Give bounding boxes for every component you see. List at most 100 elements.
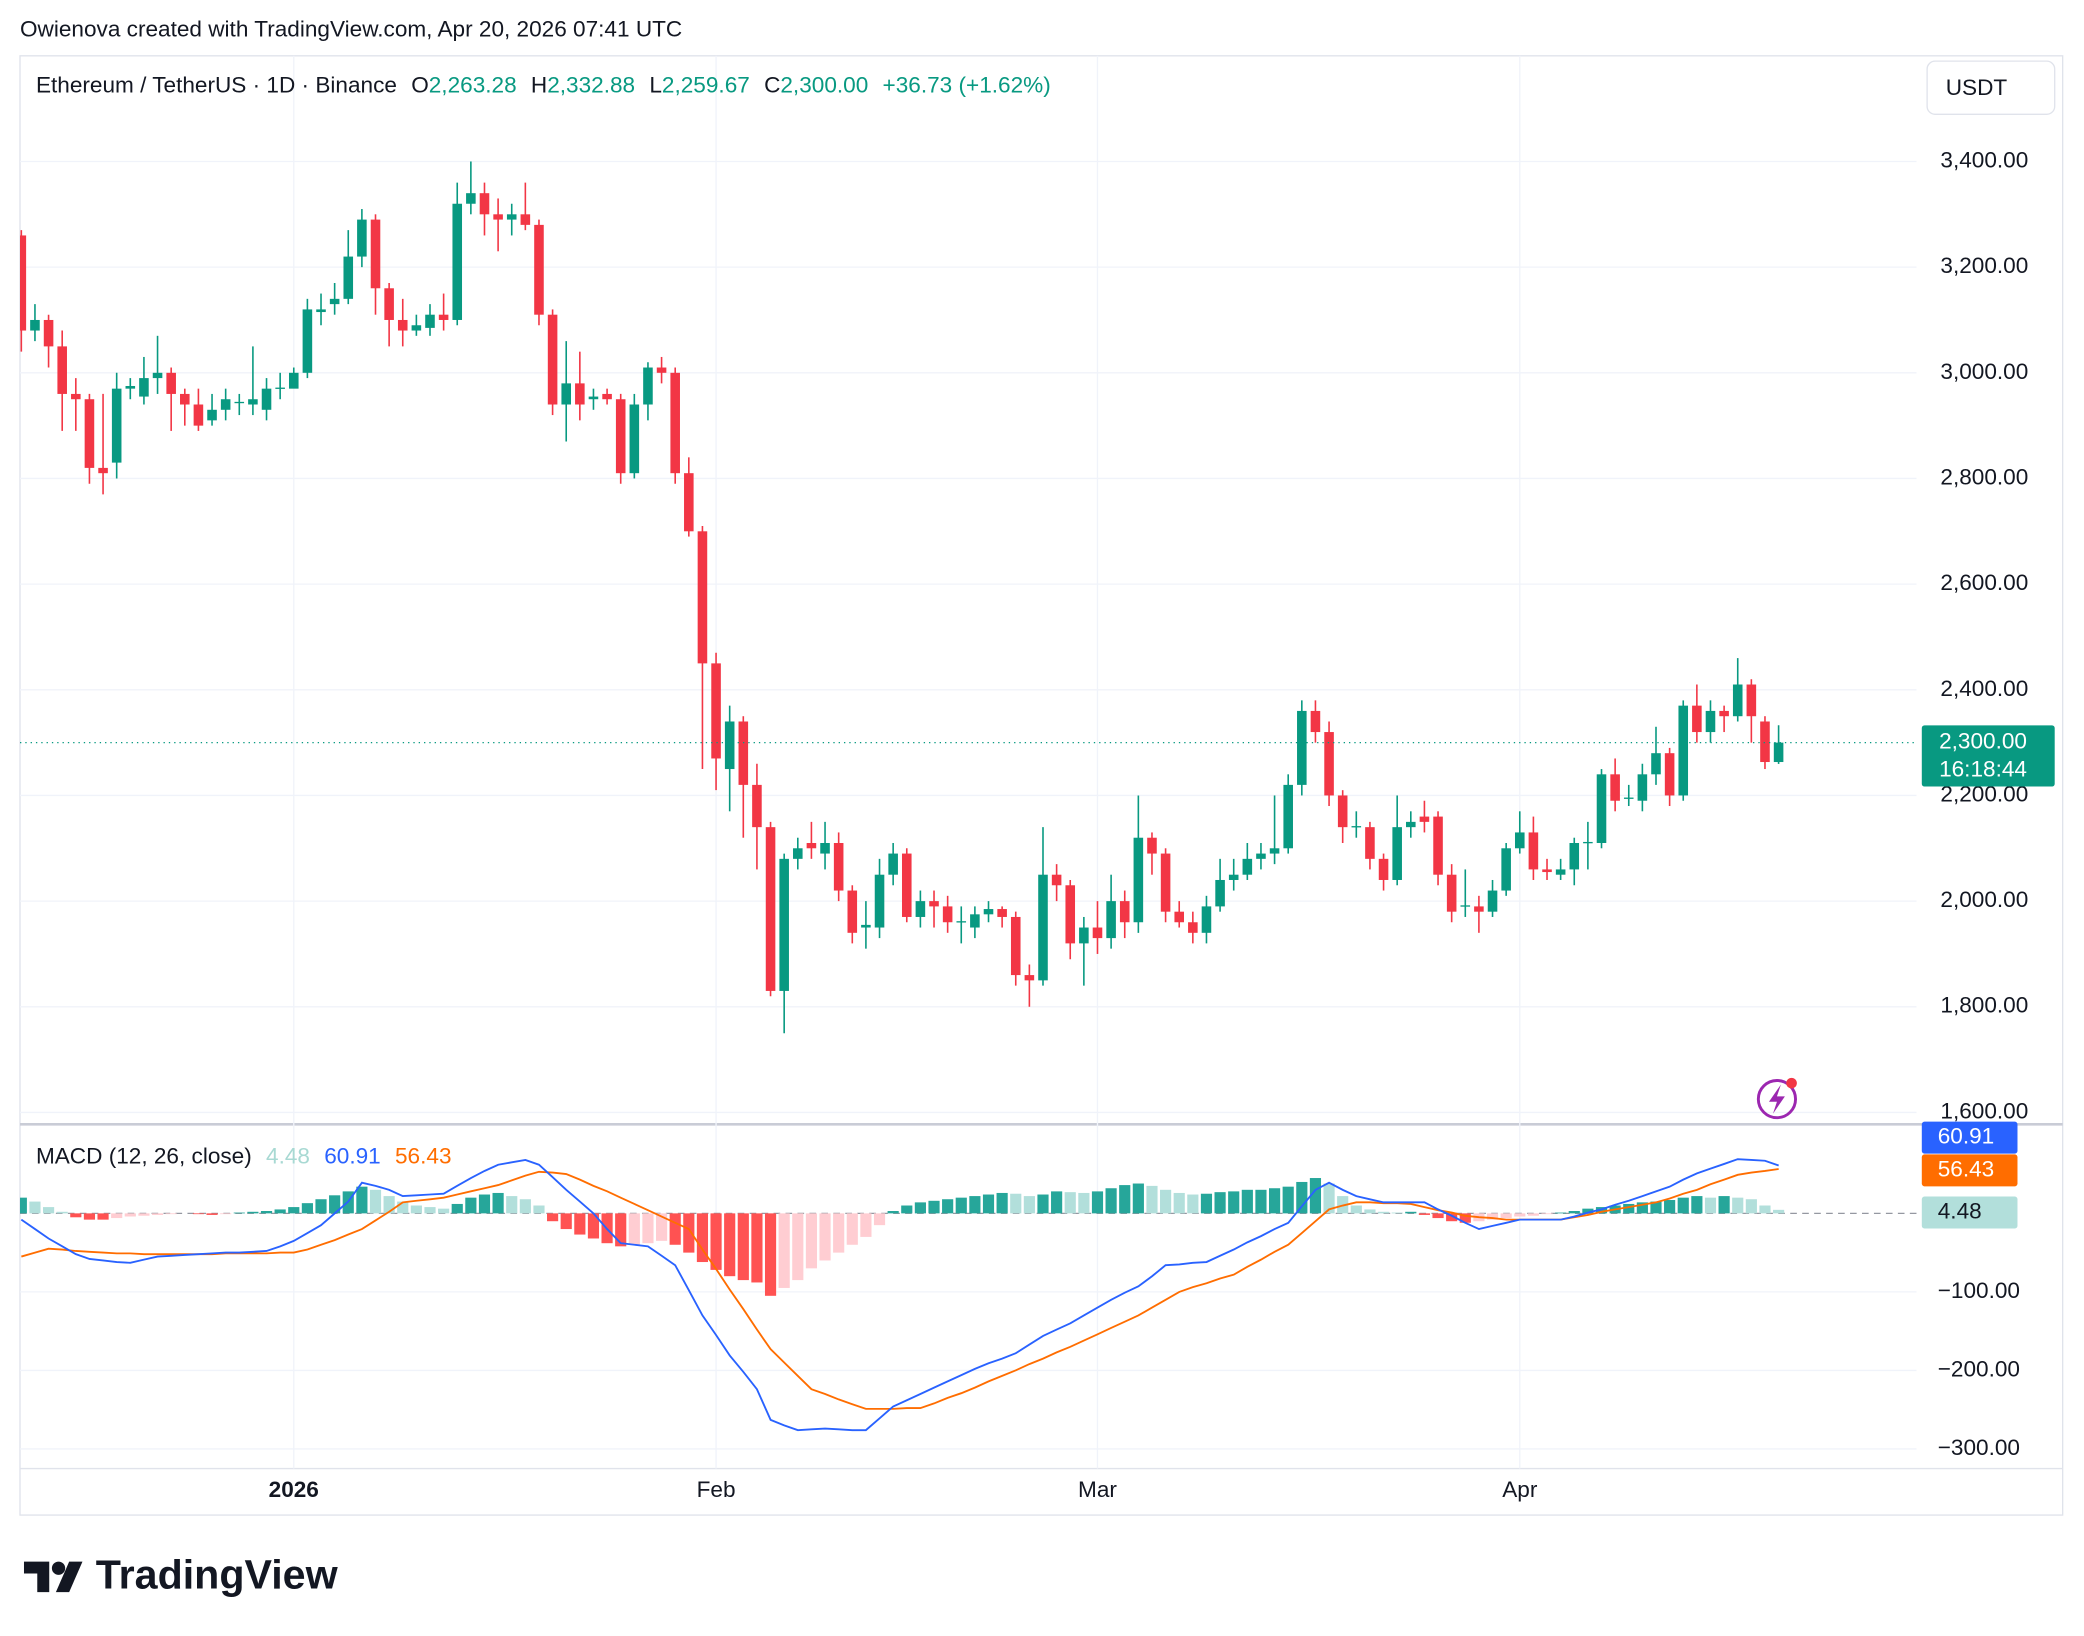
histogram-bar [1255,1189,1267,1214]
currency-button[interactable]: USDT [1926,60,2056,115]
candle-body [874,874,885,928]
candle-body [493,214,503,220]
alert-bolt[interactable] [1768,1084,1785,1114]
signal-legend-value: 56.43 [395,1144,452,1169]
histogram-bar [519,1199,531,1214]
candle-body [1732,684,1743,717]
candle-body [1433,816,1443,875]
histogram-bar [1514,1213,1526,1217]
candle-body [466,193,476,204]
histogram-bar [1759,1205,1771,1214]
candle-body [684,473,694,532]
macd-legend-value: 60.91 [324,1144,381,1169]
histogram-bar [642,1213,654,1244]
histogram-bar [1132,1183,1144,1214]
histogram-bar [438,1208,450,1214]
close-value: 2,300.00 [780,72,868,97]
histogram-bar [220,1213,232,1215]
candle-body [1610,774,1620,801]
histogram-bar [329,1195,341,1214]
candle-body [125,386,136,389]
logo-mark-3 [55,1561,83,1593]
candle-body [847,890,858,933]
histogram-bar [710,1213,722,1270]
candle-body [1201,906,1212,933]
candle-body [724,721,735,770]
histogram-bar [1664,1200,1676,1214]
candle-body [983,909,994,915]
candle-body [697,531,708,664]
histogram-bar [1446,1213,1458,1222]
y-tick-label: −300.00 [1938,1435,2020,1460]
candle-body [152,372,163,379]
candle-body [561,383,572,405]
histogram-bar [792,1213,804,1281]
candle-body [329,298,340,305]
histogram-bar [1296,1181,1308,1214]
y-tick-label: 3,000.00 [1940,359,2028,384]
candle-body [1283,784,1293,849]
macd-value-label: 60.91 [1938,1124,1995,1149]
histogram-bar [1486,1213,1499,1220]
candle-body [1324,732,1334,796]
histogram-bar [478,1194,491,1214]
candle-body [452,203,463,320]
alert-dot[interactable] [1786,1077,1797,1089]
histogram-bar [1051,1191,1063,1214]
histogram-bar [288,1207,300,1214]
histogram-bar [397,1201,409,1214]
histogram-bar [1323,1183,1335,1214]
signal-value-label: 56.43 [1938,1156,1995,1181]
macd-value-box [1921,1121,2018,1154]
histogram-bar [1078,1192,1090,1214]
macd-pane [19,1158,1917,1432]
alert-ring[interactable] [1756,1079,1798,1120]
x-tick-label: Mar [1078,1477,1117,1502]
histogram-bar [1405,1211,1417,1214]
candle-body [207,409,217,421]
candle-body [1705,710,1716,733]
y-tick-label: 3,400.00 [1940,147,2028,172]
histogram-bar [315,1199,327,1214]
candle-body [1406,821,1416,828]
candle-body [752,784,762,828]
candle-body [670,372,680,474]
symbol: Ethereum / TetherUS · 1D · Binance [36,72,397,97]
candle-body [1160,853,1171,912]
candle-body [1256,853,1266,859]
low-label: L [649,72,662,97]
low-value: 2,259.67 [662,72,750,97]
histogram-bar [1418,1213,1431,1215]
candle-body [1351,826,1362,828]
candle-body [275,387,285,389]
x-tick-label: 2026 [269,1477,319,1502]
high-label: H [531,72,547,97]
histogram-bar [751,1213,763,1283]
histogram-bar [165,1213,177,1215]
open-value: 2,263.28 [429,72,517,97]
candle-body [1092,927,1103,939]
candle-body [1188,922,1198,933]
alert-icon[interactable] [1756,1077,1798,1120]
candle-body [1269,848,1280,854]
candle-body [915,901,926,917]
histogram-bar [301,1203,313,1214]
button-bg[interactable] [1926,60,2056,115]
macd-title: MACD (12, 26, close) [36,1144,252,1169]
candle-body [248,399,258,405]
candle-body [411,325,422,331]
button-label[interactable]: USDT [1946,75,2008,100]
brand-name: TradingView [96,1551,339,1597]
candle-body [1446,874,1457,912]
histogram-bar [547,1213,559,1222]
candle-body [615,399,626,474]
histogram-bar [724,1213,736,1277]
candle-body [1392,827,1402,880]
candle-body [656,367,667,373]
histogram-bar [451,1203,463,1214]
histogram-bar [1582,1208,1594,1214]
candle-body [1623,797,1634,799]
candle-body [779,858,789,991]
attribution: Owienova created with TradingView.com, A… [20,17,682,42]
macd-legend: MACD (12, 26, close) 4.48 60.91 56.43 [36,1144,452,1169]
